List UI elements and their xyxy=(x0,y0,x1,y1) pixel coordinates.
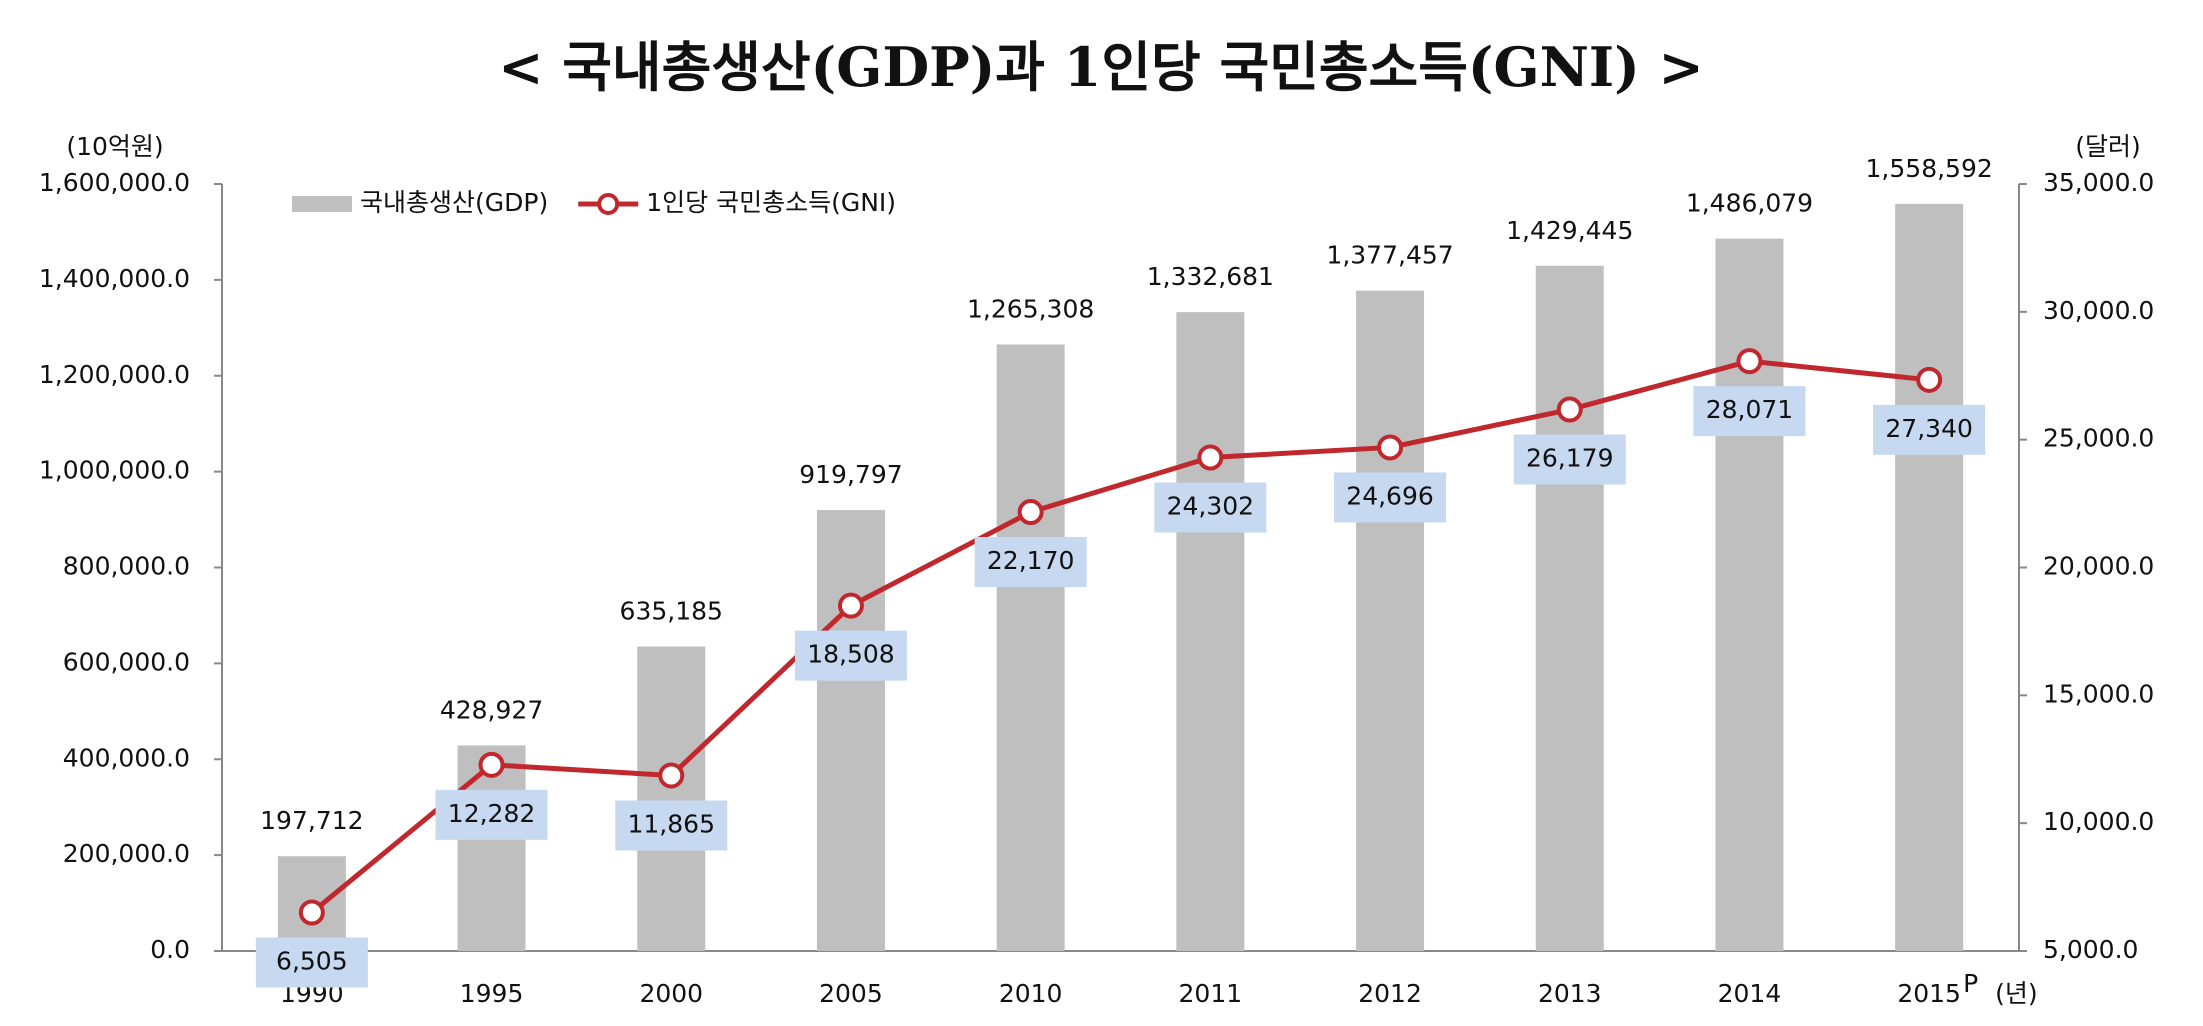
line-value-label: 22,170 xyxy=(987,546,1074,575)
x-tick-label: 2015 xyxy=(1897,979,1961,1008)
bar xyxy=(1895,203,1964,951)
y2-axis-unit: (달러) xyxy=(2075,132,2141,161)
value-label-box xyxy=(974,537,1087,588)
bar xyxy=(816,510,885,951)
value-label-box xyxy=(1693,386,1806,437)
y-tick-label: 800,000.0 xyxy=(63,552,190,581)
x-tick-label: 2014 xyxy=(1718,979,1782,1008)
value-label-box xyxy=(435,789,548,840)
y2-tick-label: 35,000.0 xyxy=(2043,168,2154,197)
line-marker xyxy=(1377,434,1404,461)
line-value-label: 24,696 xyxy=(1346,481,1433,510)
y-tick-label: 600,000.0 xyxy=(63,647,190,676)
bar xyxy=(1715,238,1784,951)
line-marker xyxy=(298,899,325,926)
value-label-box xyxy=(1513,434,1626,485)
value-label-box xyxy=(1873,404,1986,455)
y2-tick-label: 30,000.0 xyxy=(2043,296,2154,325)
bar-value-label: 1,377,457 xyxy=(1326,241,1453,270)
x-tick-label: 1995 xyxy=(460,979,524,1008)
line-value-label: 11,865 xyxy=(628,809,715,838)
legend-marker xyxy=(597,193,620,215)
line-value-label: 26,179 xyxy=(1526,444,1613,473)
y-tick-label: 400,000.0 xyxy=(63,743,190,772)
bar-value-label: 635,185 xyxy=(620,597,723,626)
chart-title: < 국내총생산(GDP)과 1인당 국민총소득(GNI) > xyxy=(498,35,1704,99)
x-tick-label: 2000 xyxy=(639,979,703,1008)
x-tick-label: 2012 xyxy=(1358,979,1422,1008)
y-tick-label: 1,600,000.0 xyxy=(39,168,190,197)
bar xyxy=(1176,312,1245,951)
line xyxy=(310,358,1930,915)
provisional-mark: P xyxy=(1963,969,1978,998)
legend-swatch xyxy=(292,196,352,212)
line-value-label: 28,071 xyxy=(1706,395,1793,424)
value-label-box xyxy=(255,937,368,988)
line-value-label: 24,302 xyxy=(1167,492,1254,521)
bar-value-label: 1,265,308 xyxy=(967,294,1094,323)
line-value-label: 6,505 xyxy=(276,947,348,976)
y-tick-label: 1,400,000.0 xyxy=(39,264,190,293)
value-label-box xyxy=(794,630,907,681)
bar xyxy=(996,344,1065,951)
x-tick-label: 2005 xyxy=(819,979,883,1008)
line-marker xyxy=(837,592,864,619)
line-value-label: 18,508 xyxy=(807,640,894,669)
y-tick-label: 0.0 xyxy=(150,935,190,964)
legend-label: 국내총생산(GDP) xyxy=(360,188,548,217)
line-marker xyxy=(478,751,505,778)
y-tick-label: 1,000,000.0 xyxy=(39,456,190,485)
line-marker xyxy=(1556,396,1583,423)
bar-value-label: 919,797 xyxy=(799,460,902,489)
legend-label: 1인당 국민총소득(GNI) xyxy=(646,188,896,217)
y2-tick-label: 5,000.0 xyxy=(2043,935,2138,964)
bar xyxy=(457,745,526,951)
y2-tick-label: 10,000.0 xyxy=(2043,807,2154,836)
x-tick-label: 2010 xyxy=(999,979,1063,1008)
bar-value-label: 1,558,592 xyxy=(1866,154,1993,183)
bar xyxy=(637,646,706,951)
value-label-box xyxy=(615,800,728,851)
line-value-label: 12,282 xyxy=(448,799,535,828)
y2-tick-label: 15,000.0 xyxy=(2043,679,2154,708)
y2-tick-label: 25,000.0 xyxy=(2043,424,2154,453)
x-tick-label: 2011 xyxy=(1179,979,1243,1008)
line-marker xyxy=(1736,348,1763,375)
bar-value-label: 1,332,681 xyxy=(1147,262,1274,291)
bar xyxy=(1535,265,1604,952)
bar-value-label: 1,486,079 xyxy=(1686,189,1813,218)
line-marker xyxy=(1017,499,1044,526)
y-axis-unit: (10억원) xyxy=(66,132,163,161)
x-tick-label: 2013 xyxy=(1538,979,1602,1008)
line-value-label: 27,340 xyxy=(1885,414,1972,443)
bar-value-label: 1,429,445 xyxy=(1506,216,1633,245)
y-tick-label: 200,000.0 xyxy=(63,839,190,868)
bar xyxy=(1356,290,1425,952)
line-marker xyxy=(1197,444,1224,471)
bar-value-label: 428,927 xyxy=(440,695,543,724)
bar-value-label: 197,712 xyxy=(260,806,363,835)
value-label-box xyxy=(1154,482,1267,533)
x-axis-unit: (년) xyxy=(1995,979,2038,1008)
y2-tick-label: 20,000.0 xyxy=(2043,552,2154,581)
line-marker xyxy=(658,762,685,789)
value-label-box xyxy=(1334,472,1447,523)
line-marker xyxy=(1916,366,1943,393)
y-tick-label: 1,200,000.0 xyxy=(39,360,190,389)
